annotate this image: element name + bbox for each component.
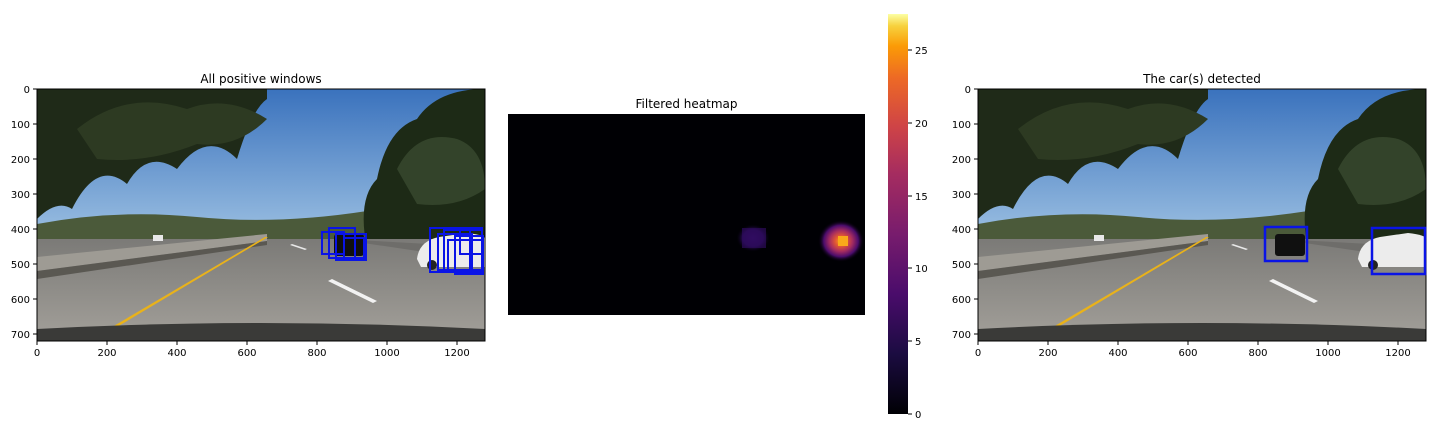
x-tick-label: 400 xyxy=(1108,348,1127,359)
left-y-tick-labels: 0 100 200 300 400 500 600 700 xyxy=(11,85,30,341)
left-panel-frame xyxy=(36,88,486,342)
colorbar-tick-label: 25 xyxy=(915,46,928,57)
colorbar-tick-labels: 0 5 10 15 20 25 xyxy=(915,46,928,421)
left-panel-title: All positive windows xyxy=(200,72,322,86)
left-detection-boxes xyxy=(321,227,484,275)
y-tick-label: 700 xyxy=(11,330,30,341)
right-panel-frame xyxy=(977,88,1427,342)
y-tick-label: 300 xyxy=(952,190,971,201)
heatmap-hot-core xyxy=(838,236,848,246)
y-tick-label: 200 xyxy=(952,155,971,166)
y-tick-label: 400 xyxy=(952,225,971,236)
detection-box xyxy=(328,227,356,259)
y-tick-label: 0 xyxy=(24,85,30,96)
colorbar-tick-label: 10 xyxy=(915,264,928,275)
left-road-image xyxy=(37,89,485,341)
middle-panel-title: Filtered heatmap xyxy=(635,97,738,111)
colorbar xyxy=(888,14,908,414)
x-tick-label: 1200 xyxy=(1385,348,1410,359)
y-tick-label: 200 xyxy=(11,155,30,166)
right-panel-title: The car(s) detected xyxy=(1143,72,1261,86)
right-x-tick-labels: 0 200 400 600 800 1000 1200 xyxy=(975,348,1411,359)
y-tick-label: 400 xyxy=(11,225,30,236)
colorbar-ticks xyxy=(908,49,912,415)
y-tick-label: 500 xyxy=(952,260,971,271)
colorbar-tick-label: 5 xyxy=(915,337,921,348)
x-tick-label: 400 xyxy=(167,348,186,359)
right-detection-boxes xyxy=(1263,225,1427,276)
colorbar-tick-label: 20 xyxy=(915,119,928,130)
x-tick-label: 200 xyxy=(97,348,116,359)
colorbar-tick-label: 0 xyxy=(915,410,921,421)
left-axes xyxy=(33,88,458,345)
colorbar-tick-label: 15 xyxy=(915,192,928,203)
right-road-image xyxy=(978,89,1426,341)
y-tick-label: 0 xyxy=(965,85,971,96)
x-tick-label: 800 xyxy=(1248,348,1267,359)
detection-box xyxy=(335,233,367,261)
x-tick-label: 1000 xyxy=(374,348,399,359)
right-y-tick-labels: 0 100 200 300 400 500 600 700 xyxy=(952,85,971,341)
y-tick-label: 700 xyxy=(952,330,971,341)
x-tick-label: 200 xyxy=(1038,348,1057,359)
x-tick-label: 1000 xyxy=(1315,348,1340,359)
y-tick-label: 600 xyxy=(952,295,971,306)
heatmap-image xyxy=(508,114,865,315)
detection-box xyxy=(459,227,483,255)
right-axes xyxy=(974,88,1399,345)
detection-box xyxy=(343,237,365,259)
left-x-tick-labels: 0 200 400 600 800 1000 1200 xyxy=(34,348,470,359)
y-tick-label: 100 xyxy=(952,120,971,131)
x-tick-label: 1200 xyxy=(444,348,469,359)
detected-car-box xyxy=(1370,226,1427,276)
y-tick-label: 500 xyxy=(11,260,30,271)
x-tick-label: 0 xyxy=(975,348,981,359)
heatmap-weak-core xyxy=(742,228,766,248)
x-tick-label: 600 xyxy=(1178,348,1197,359)
x-tick-label: 800 xyxy=(307,348,326,359)
y-tick-label: 600 xyxy=(11,295,30,306)
y-tick-label: 300 xyxy=(11,190,30,201)
x-tick-label: 600 xyxy=(237,348,256,359)
y-tick-label: 100 xyxy=(11,120,30,131)
x-tick-label: 0 xyxy=(34,348,40,359)
detected-car-box xyxy=(1263,225,1309,263)
